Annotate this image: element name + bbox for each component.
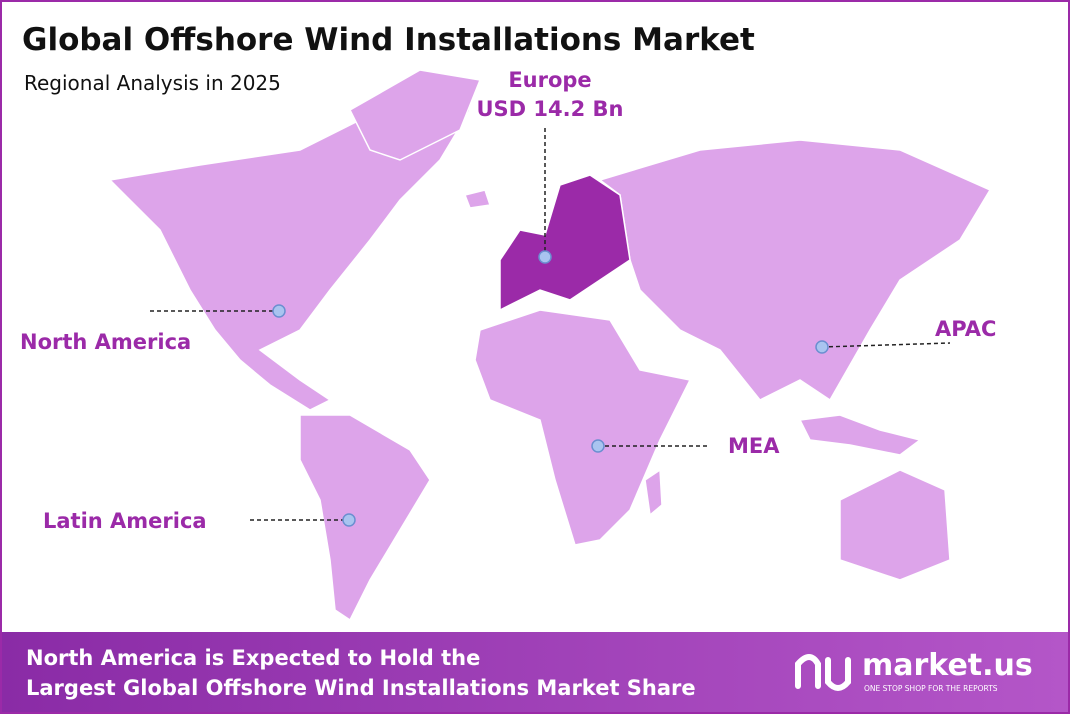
footer-line: Largest Global Offshore Wind Installatio… [26,676,696,700]
region-label: Latin America [43,509,207,533]
region-label: North America [20,330,191,354]
logo-mark [795,654,851,691]
title: Global Offshore Wind Installations Marke… [22,22,755,58]
footer-line: North America is Expected to Hold the [26,646,480,670]
tagline: ONE STOP SHOP FOR THE REPORTS [864,684,998,693]
subtitle: Regional Analysis in 2025 [24,71,281,95]
callouts [150,128,951,527]
region-label: MEA [728,434,780,458]
brand: market.us [862,648,1033,683]
world-map [108,69,992,622]
region-label: Europe [508,68,591,92]
region-label: APAC [935,317,996,341]
region-value: USD 14.2 Bn [477,97,624,121]
footer-band [2,632,1068,712]
